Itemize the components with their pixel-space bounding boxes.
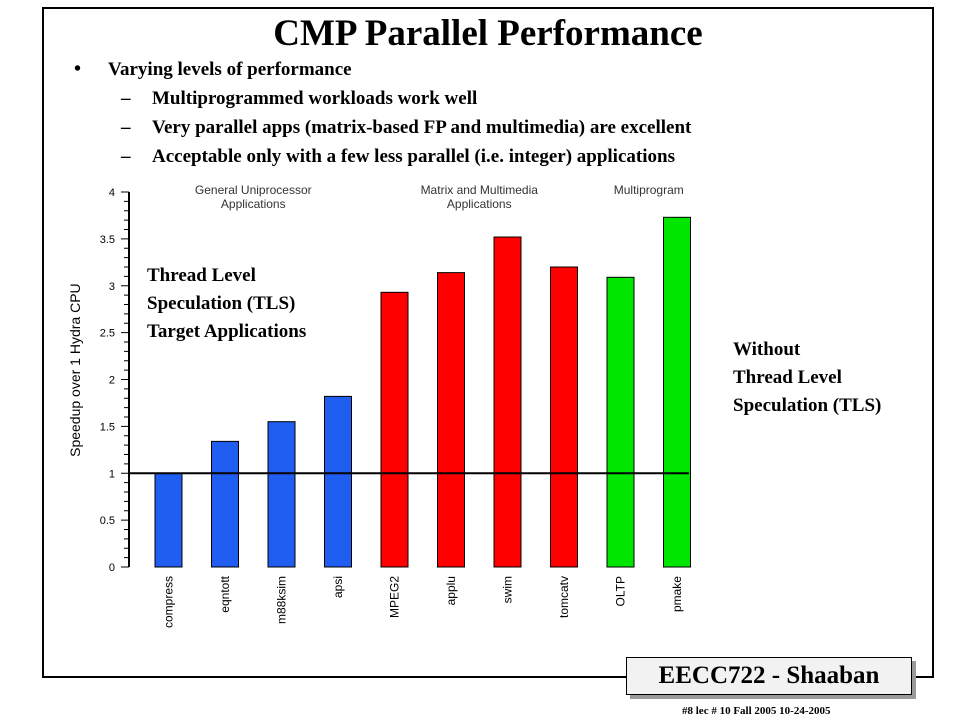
tls-target-label-line: Speculation (TLS) (147, 293, 296, 314)
bar-OLTP (606, 276, 635, 568)
slide-title: CMP Parallel Performance (273, 13, 703, 54)
y-tick-label: 2 (109, 375, 115, 387)
bar-apsi (324, 395, 352, 568)
bar-swim (493, 236, 522, 568)
without-tls-label: Without Thread Level Speculation (TLS) (733, 336, 881, 420)
y-axis-label: Speedup over 1 Hydra CPU (67, 283, 83, 457)
bar-applu (437, 272, 465, 568)
bar-eqntott (211, 440, 239, 568)
y-tick-label: 2.5 (100, 328, 115, 340)
bar-MPEG2 (380, 291, 409, 568)
without-tls-label-line: Without (733, 339, 801, 360)
x-tick-label: OLTP (614, 576, 628, 606)
y-tick-label: 1 (109, 468, 115, 480)
sub-bullet-dash: – (121, 117, 131, 138)
y-tick-label: 3 (109, 281, 115, 293)
bar-pmake (663, 216, 691, 568)
sub-bullet-dash: – (121, 146, 131, 167)
x-tick-label: apsi (331, 576, 345, 598)
x-tick-label: eqntott (218, 575, 232, 612)
bar-compress (154, 472, 183, 568)
slide-frame (42, 7, 934, 678)
sub-bullet-dash: – (121, 88, 131, 109)
sub-bullet-3: Acceptable only with a few less parallel… (152, 146, 675, 167)
tls-target-label: Thread Level Speculation (TLS) Target Ap… (147, 262, 306, 346)
group-label: General Uniprocessor (195, 183, 312, 197)
bar-m88ksim (267, 421, 296, 568)
x-tick-label: pmake (670, 576, 684, 612)
footer-note: #8 lec # 10 Fall 2005 10-24-2005 (682, 705, 831, 717)
without-tls-label-line: Thread Level (733, 367, 842, 388)
y-tick-label: 4 (109, 187, 115, 199)
bar-tomcatv (550, 266, 578, 568)
x-tick-label: tomcatv (557, 576, 571, 618)
footer-badge: EECC722 - Shaaban (626, 657, 912, 695)
without-tls-label-line: Speculation (TLS) (733, 395, 882, 416)
x-tick-label: MPEG2 (388, 576, 402, 618)
sub-bullet-2: Very parallel apps (matrix-based FP and … (152, 117, 692, 138)
x-tick-label: applu (444, 576, 458, 605)
group-label: Matrix and Multimedia (421, 183, 539, 197)
y-tick-label: 1.5 (100, 421, 115, 433)
footer-title: EECC722 - Shaaban (658, 662, 880, 689)
x-tick-label: m88ksim (275, 576, 289, 624)
group-label: Applications (447, 197, 512, 211)
group-label: Multiprogram (614, 183, 684, 197)
bullet-main: Varying levels of performance (108, 59, 352, 80)
y-tick-label: 0 (109, 562, 115, 574)
y-tick-label: 3.5 (100, 234, 115, 246)
tls-target-label-line: Thread Level (147, 265, 256, 286)
y-tick-label: 0.5 (100, 515, 115, 527)
x-tick-label: compress (162, 576, 176, 628)
tls-target-label-line: Target Applications (147, 321, 307, 342)
x-tick-label: swim (501, 576, 515, 603)
sub-bullet-1: Multiprogrammed workloads work well (152, 88, 478, 109)
group-label: Applications (221, 197, 286, 211)
bullet-dot: • (74, 58, 82, 80)
